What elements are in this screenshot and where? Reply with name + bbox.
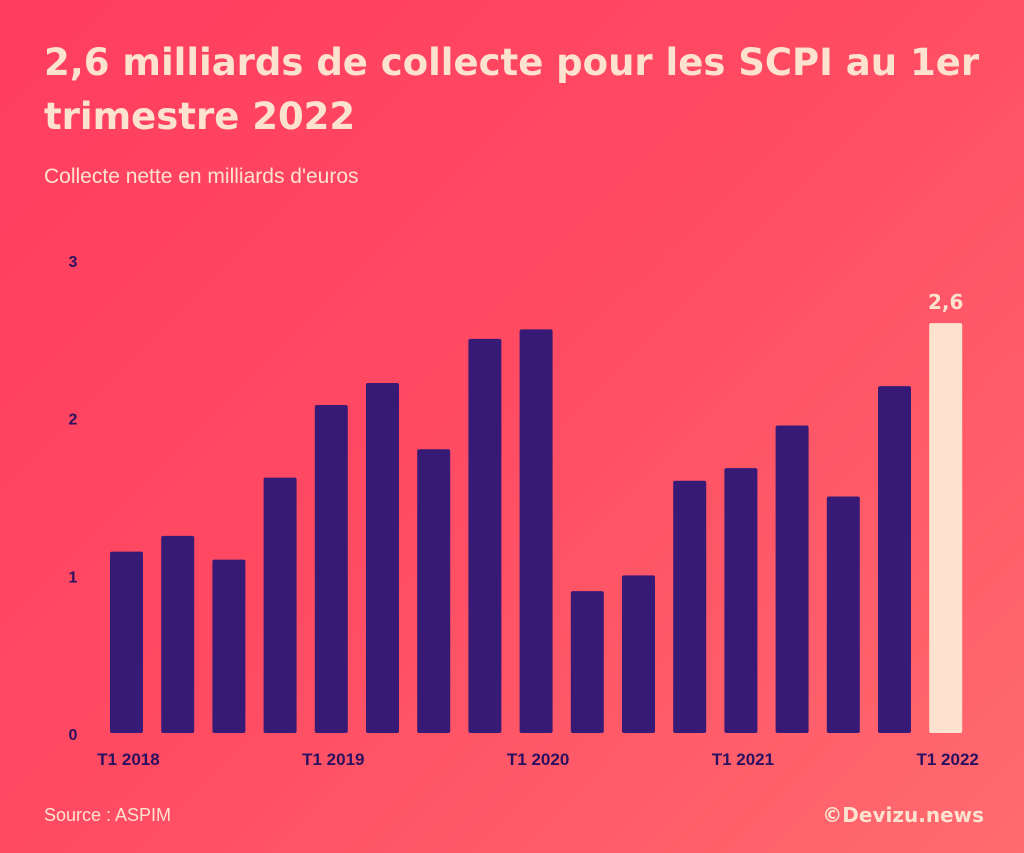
bar: [622, 575, 655, 733]
bar: [263, 477, 297, 733]
source-label: Source : ASPIM: [44, 805, 172, 825]
x-tick-label: T1 2020: [507, 750, 569, 769]
bar: [417, 449, 451, 733]
bar: [366, 382, 399, 733]
y-tick-label: 2: [69, 412, 78, 429]
bar: [724, 468, 758, 733]
x-tick-label: T1 2018: [97, 750, 159, 769]
chart-subtitle: Collecte nette en milliards d'euros: [44, 165, 359, 188]
bar: [161, 535, 195, 733]
bar: [570, 591, 604, 733]
bar: [826, 496, 860, 733]
bar-highlight: [929, 323, 963, 733]
bar: [878, 386, 911, 733]
y-tick-label: 0: [69, 727, 78, 744]
y-tick-label: 1: [69, 569, 78, 586]
x-tick-label: T1 2019: [302, 750, 364, 769]
bar: [110, 551, 143, 733]
bar: [673, 480, 707, 733]
bar: [775, 425, 809, 733]
x-tick-label: T1 2022: [917, 750, 979, 769]
chart-title: 2,6 milliards de collecte pour les SCPI …: [44, 41, 980, 138]
bar-value-label: 2,6: [928, 290, 963, 314]
x-tick-label: T1 2021: [712, 750, 774, 769]
bar: [519, 329, 553, 733]
brand-label: ©Devizu.news: [822, 803, 984, 827]
bar: [314, 405, 348, 733]
bar: [212, 559, 246, 733]
y-tick-label: 3: [69, 254, 78, 271]
bar: [468, 338, 502, 733]
